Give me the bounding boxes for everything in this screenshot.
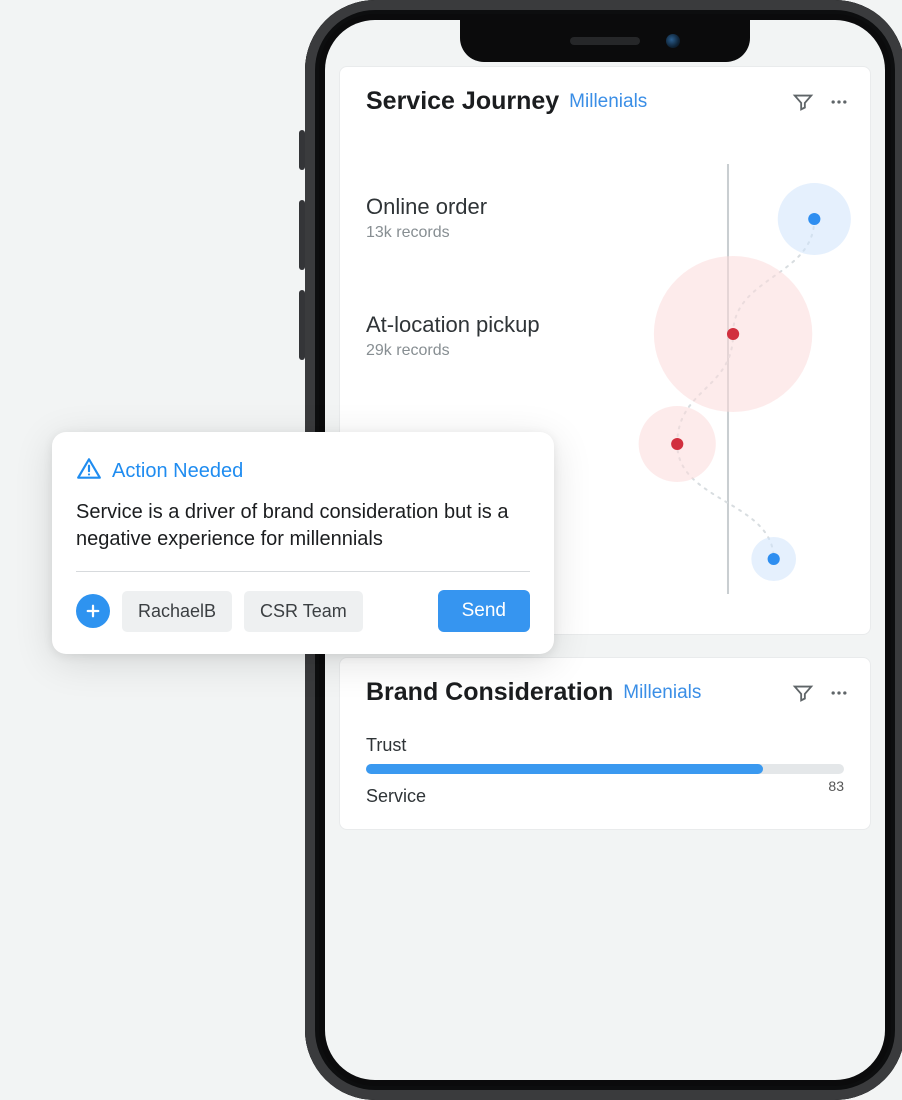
brand-consideration-card: Brand Consideration Millenials Trust: [339, 657, 871, 830]
popup-message: Service is a driver of brand considerati…: [76, 499, 530, 553]
card-subtitle[interactable]: Millenials: [623, 682, 701, 704]
filter-icon[interactable]: [792, 91, 814, 113]
bar-track: 83: [366, 764, 844, 774]
recipient-chip[interactable]: CSR Team: [244, 591, 363, 632]
action-needed-popup: Action Needed Service is a driver of bra…: [52, 432, 554, 654]
more-icon[interactable]: [828, 91, 850, 113]
popup-divider: [76, 571, 530, 572]
journey-item[interactable]: Online order 13k records: [366, 194, 596, 242]
journey-item-title: At-location pickup: [366, 312, 596, 338]
bar-fill: [366, 764, 763, 774]
bar-row: Trust 83: [366, 735, 844, 774]
more-icon[interactable]: [828, 682, 850, 704]
phone-notch: [460, 20, 750, 62]
bar-label: Trust: [366, 735, 844, 756]
journey-chart: [596, 164, 860, 594]
phone-side-button: [299, 290, 305, 360]
journey-item-subtitle: 29k records: [366, 342, 596, 360]
phone-side-button: [299, 130, 305, 170]
warning-icon: [76, 456, 102, 487]
bar-label: Service: [366, 786, 844, 807]
recipient-chip[interactable]: RachaelB: [122, 591, 232, 632]
journey-item-title: Online order: [366, 194, 596, 220]
journey-chart-svg: [596, 164, 860, 594]
card-title: Brand Consideration: [366, 678, 613, 707]
phone-speaker: [570, 37, 640, 45]
send-button[interactable]: Send: [438, 590, 530, 632]
card-subtitle[interactable]: Millenials: [569, 91, 647, 113]
journey-item[interactable]: At-location pickup 29k records: [366, 312, 596, 360]
add-recipient-button[interactable]: [76, 594, 110, 628]
journey-item-subtitle: 13k records: [366, 224, 596, 242]
filter-icon[interactable]: [792, 682, 814, 704]
bar-row: Service: [366, 786, 844, 807]
bar-value: 83: [828, 778, 844, 794]
phone-side-button: [299, 200, 305, 270]
popup-heading: Action Needed: [112, 460, 243, 483]
phone-camera: [666, 34, 680, 48]
card-title: Service Journey: [366, 87, 559, 116]
